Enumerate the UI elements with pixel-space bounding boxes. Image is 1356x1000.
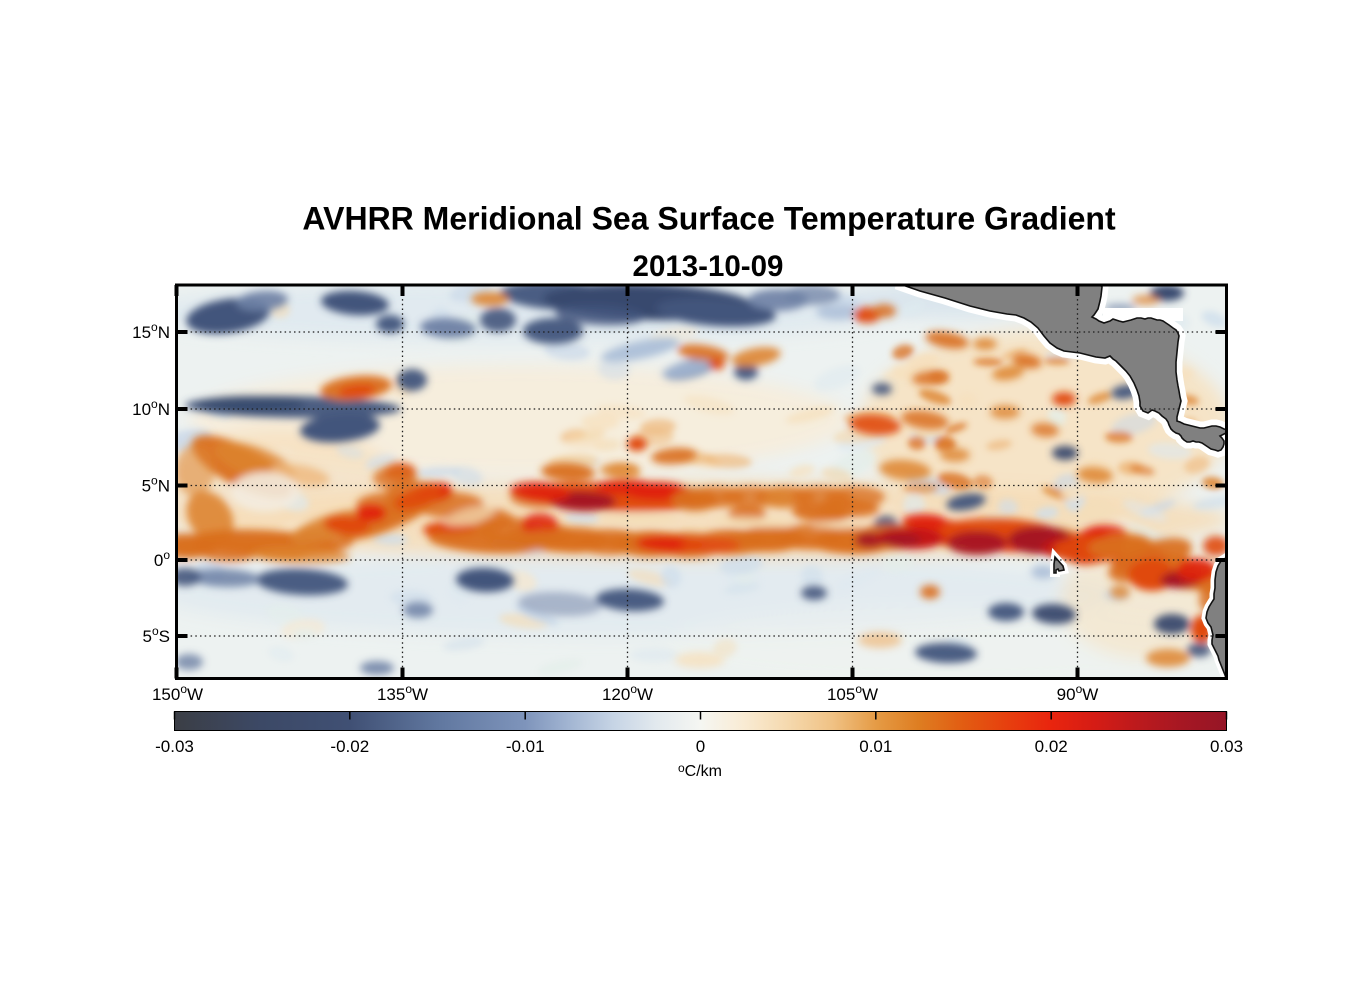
svg-text:0.01: 0.01: [859, 737, 892, 756]
svg-text:5oN: 5oN: [142, 474, 170, 496]
svg-text:105oW: 105oW: [827, 682, 878, 704]
svg-text:0.02: 0.02: [1035, 737, 1068, 756]
svg-text:0.03: 0.03: [1210, 737, 1243, 756]
svg-text:2013-10-09: 2013-10-09: [633, 250, 784, 283]
svg-text:5oS: 5oS: [143, 624, 171, 646]
svg-text:0: 0: [696, 737, 705, 756]
svg-text:15oN: 15oN: [132, 320, 170, 342]
svg-text:oC/km: oC/km: [678, 761, 722, 780]
svg-text:135oW: 135oW: [377, 682, 428, 704]
svg-text:AVHRR Meridional Sea Surface T: AVHRR Meridional Sea Surface Temperature…: [302, 201, 1116, 237]
svg-text:150oW: 150oW: [152, 682, 203, 704]
svg-text:120oW: 120oW: [602, 682, 653, 704]
svg-text:-0.01: -0.01: [506, 737, 545, 756]
svg-text:10oN: 10oN: [132, 397, 170, 419]
svg-text:90oW: 90oW: [1057, 682, 1099, 704]
svg-text:-0.03: -0.03: [155, 737, 194, 756]
svg-text:-0.02: -0.02: [330, 737, 369, 756]
